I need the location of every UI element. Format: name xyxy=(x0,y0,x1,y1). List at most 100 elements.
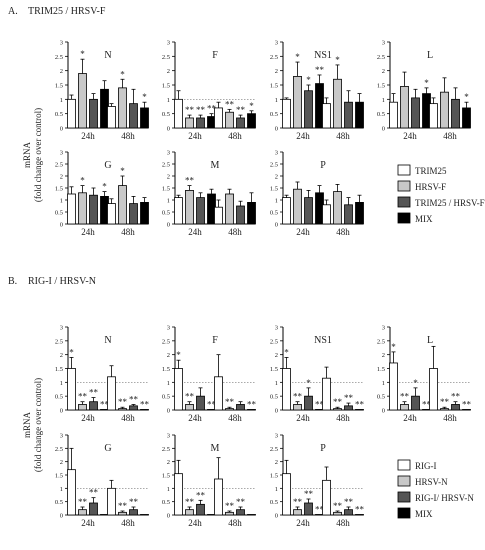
x-tick-label: 24h xyxy=(81,518,95,528)
y-tick-label: 3 xyxy=(382,325,385,332)
bar xyxy=(185,404,194,411)
x-tick-label: 24h xyxy=(188,227,202,237)
y-tick-label: 0 xyxy=(382,408,385,415)
panel-title: M xyxy=(211,160,220,171)
significance-marker: ** xyxy=(129,394,139,404)
y-tick-label: 0.5 xyxy=(377,394,385,401)
bar xyxy=(247,409,256,411)
y-tick-label: 2.5 xyxy=(377,54,385,61)
y-tick-label: 0.5 xyxy=(270,499,278,506)
y-axis-label-line: mRNA xyxy=(22,412,32,439)
bar xyxy=(429,103,438,129)
significance-marker: ** xyxy=(344,393,354,403)
panel-m: 0 0.5 1 1.5 2 2.5 3 M ** 24h 48h xyxy=(162,150,256,237)
panel-g: 0 0.5 1 1.5 2 2.5 3 G * * 24h * 48h xyxy=(55,150,149,237)
y-tick-label: 0 xyxy=(60,513,63,520)
significance-marker: ** xyxy=(89,388,99,398)
x-tick-label: 24h xyxy=(81,413,95,423)
bar xyxy=(140,409,149,411)
bar xyxy=(322,204,331,225)
y-tick-label: 2 xyxy=(275,352,278,359)
bar xyxy=(333,511,342,516)
y-tick-label: 0.5 xyxy=(55,499,63,506)
y-tick-label: 0.5 xyxy=(162,111,170,118)
bar xyxy=(411,97,420,129)
y-tick-label: 3 xyxy=(275,325,278,332)
bar xyxy=(355,101,364,129)
bar xyxy=(107,203,116,225)
panel-title: NS1 xyxy=(314,50,332,61)
y-tick-label: 1.5 xyxy=(55,83,63,90)
y-tick-label: 2.5 xyxy=(162,446,170,453)
panel-title: F xyxy=(212,50,218,61)
y-tick-label: 2.5 xyxy=(162,338,170,345)
y-tick-label: 2.5 xyxy=(55,162,63,169)
significance-marker: * xyxy=(306,75,311,85)
y-tick-label: 1.5 xyxy=(162,366,170,373)
significance-marker: * xyxy=(424,78,429,88)
panel-g: 00.511.522.53G****24h** **48h xyxy=(55,433,149,528)
y-tick-label: 0.5 xyxy=(270,111,278,118)
y-tick-label: 0 xyxy=(60,222,63,229)
section-label: B. xyxy=(8,276,17,287)
legend-swatch xyxy=(397,164,411,176)
panel-title: NS1 xyxy=(314,335,332,346)
x-tick-label: 24h xyxy=(296,227,310,237)
y-tick-label: 1 xyxy=(167,486,170,493)
legend-swatch xyxy=(397,507,411,519)
bar xyxy=(67,469,76,516)
bar xyxy=(129,203,138,225)
y-tick-label: 1 xyxy=(60,486,63,493)
panel-title: L xyxy=(427,335,433,346)
y-tick-label: 2.5 xyxy=(55,338,63,345)
x-tick-label: 48h xyxy=(336,227,350,237)
x-tick-label: 48h xyxy=(121,518,135,528)
y-tick-label: 1.5 xyxy=(162,473,170,480)
significance-marker: ** xyxy=(315,504,325,514)
significance-marker: ** xyxy=(422,399,432,409)
significance-marker: ** xyxy=(355,399,365,409)
y-axis-label-line: mRNA xyxy=(22,142,32,169)
legend-label: RIG-I xyxy=(415,461,437,471)
y-tick-label: 1.5 xyxy=(55,366,63,373)
panel-title: P xyxy=(320,160,326,171)
significance-marker: ** xyxy=(118,501,128,511)
bar xyxy=(89,401,98,411)
bar xyxy=(129,103,138,129)
x-tick-label: 24h xyxy=(296,131,310,141)
bar xyxy=(304,90,313,129)
y-tick-label: 1 xyxy=(275,97,278,104)
y-tick-label: 1.5 xyxy=(55,473,63,480)
y-tick-label: 0.5 xyxy=(270,394,278,401)
legend: RIG-I HRSV-N RIG-I/ HRSV-N MIX xyxy=(397,459,474,519)
bar xyxy=(355,409,364,411)
y-tick-label: 0.5 xyxy=(270,210,278,217)
y-tick-label: 2 xyxy=(167,459,170,466)
y-tick-label: 1 xyxy=(382,97,385,104)
significance-marker: * xyxy=(80,49,85,59)
bar xyxy=(214,206,223,225)
panel-n: 00.511.522.53N*** ****24h** ** **48h xyxy=(55,325,150,424)
x-tick-label: 48h xyxy=(228,518,242,528)
significance-marker: * xyxy=(176,350,181,360)
significance-marker: ** xyxy=(315,65,325,75)
bar xyxy=(451,404,460,411)
section-label: A. xyxy=(8,6,18,17)
panel-title: G xyxy=(104,443,111,454)
bar xyxy=(129,405,138,411)
y-tick-label: 2 xyxy=(275,68,278,75)
y-axis-label-line: (fold change over control) xyxy=(33,378,43,472)
bar xyxy=(247,113,256,129)
y-tick-label: 1 xyxy=(167,380,170,387)
y-tick-label: 0 xyxy=(275,222,278,229)
bar xyxy=(236,404,245,411)
bar xyxy=(89,98,98,129)
significance-marker: * xyxy=(391,342,396,352)
significance-marker: ** xyxy=(440,397,450,407)
y-tick-label: 0.5 xyxy=(162,210,170,217)
y-tick-label: 0.5 xyxy=(55,394,63,401)
y-tick-label: 2.5 xyxy=(55,446,63,453)
section-a: A. TRIM25 / HRSV-F mRNA(fold change over c… xyxy=(8,6,485,224)
y-tick-label: 0.5 xyxy=(55,111,63,118)
bar xyxy=(107,376,116,411)
